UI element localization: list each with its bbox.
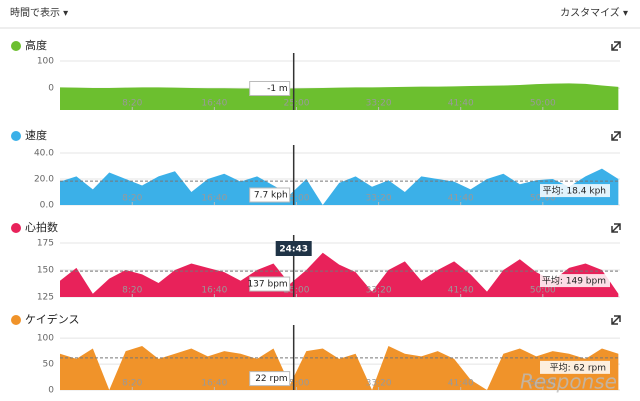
- x-tick-label: 8:20: [122, 194, 142, 204]
- y-tick-label: 150: [37, 266, 54, 276]
- x-tick-label: 33:20: [366, 99, 392, 109]
- average-label: 平均: 62 rpm: [550, 361, 606, 373]
- expand-icon[interactable]: [611, 131, 621, 141]
- y-tick-label: 50: [43, 360, 55, 370]
- x-tick-label: 25:00: [284, 194, 310, 204]
- cursor-value-box: [249, 80, 291, 96]
- y-tick-label: 40.0: [34, 149, 54, 159]
- view-by-menu[interactable]: 時間で表示 ▾: [10, 6, 68, 19]
- cursor-time-label: 24:43: [279, 245, 308, 255]
- legend-dot: [11, 315, 21, 325]
- x-tick-label: 41:40: [448, 379, 474, 389]
- y-tick-label: 0: [48, 386, 54, 396]
- x-tick-label: 50:00: [530, 194, 556, 204]
- x-tick-label: 33:20: [366, 286, 392, 296]
- x-tick-label: 25:00: [284, 99, 310, 109]
- expand-icon[interactable]: [611, 223, 621, 233]
- legend-dot: [11, 131, 21, 141]
- y-tick-label: 20.0: [34, 175, 54, 185]
- x-tick-label: 41:40: [448, 286, 474, 296]
- cursor-value-box: [249, 187, 291, 203]
- expand-icon[interactable]: [611, 41, 621, 51]
- x-tick-label: 16:40: [201, 99, 227, 109]
- y-tick-label: 125: [37, 293, 54, 303]
- customize-menu[interactable]: カスタマイズ ▾: [560, 6, 628, 19]
- y-tick-label: 175: [37, 239, 54, 249]
- average-label-bg: [540, 360, 610, 374]
- cursor-value-label: 7.7 kph: [254, 190, 288, 200]
- cursor-value-label: 22 rpm: [255, 374, 288, 384]
- x-tick-label: 8:20: [122, 286, 142, 296]
- x-tick-label: 33:20: [366, 379, 392, 389]
- x-tick-label: 33:20: [366, 194, 392, 204]
- legend-dot: [11, 223, 21, 233]
- x-tick-label: 16:40: [201, 379, 227, 389]
- average-label: 平均: 149 bpm: [542, 275, 606, 287]
- chart-title: ケイデンス: [25, 312, 80, 326]
- expand-icon[interactable]: [611, 315, 621, 325]
- area: [60, 252, 619, 297]
- area: [60, 345, 619, 390]
- x-tick-label: 25:00: [284, 379, 310, 389]
- x-tick-label: 25:00: [284, 286, 310, 296]
- x-tick-label: 41:40: [448, 99, 474, 109]
- y-tick-label: 0.0: [40, 201, 55, 211]
- x-tick-label: 41:40: [448, 194, 474, 204]
- x-tick-label: 8:20: [122, 379, 142, 389]
- chart-title: 高度: [25, 38, 47, 52]
- cursor-value-label: -1 m: [267, 84, 288, 94]
- cursor-time-box: [275, 241, 312, 256]
- average-label-bg: [540, 184, 610, 198]
- y-tick-label: 0: [48, 84, 54, 94]
- cursor-value-box: [249, 371, 291, 387]
- cursor-value-label: 137 bpm: [247, 280, 287, 290]
- area: [60, 168, 619, 205]
- y-tick-label: 100: [37, 57, 54, 67]
- x-tick-label: 50:00: [530, 286, 556, 296]
- average-label-bg: [540, 274, 610, 288]
- legend-dot: [11, 41, 21, 51]
- x-tick-label: 16:40: [201, 194, 227, 204]
- x-tick-label: 16:40: [201, 286, 227, 296]
- y-tick-label: 100: [37, 334, 54, 344]
- x-tick-label: 50:00: [530, 379, 556, 389]
- cursor-value-box: [249, 276, 291, 292]
- chart-title: 速度: [25, 128, 47, 142]
- watermark: Response: [520, 370, 617, 394]
- average-label: 平均: 18.4 kph: [543, 185, 606, 197]
- chart-title: 心拍数: [25, 220, 58, 234]
- area: [60, 83, 619, 110]
- x-tick-label: 50:00: [530, 99, 556, 109]
- x-tick-label: 8:20: [122, 99, 142, 109]
